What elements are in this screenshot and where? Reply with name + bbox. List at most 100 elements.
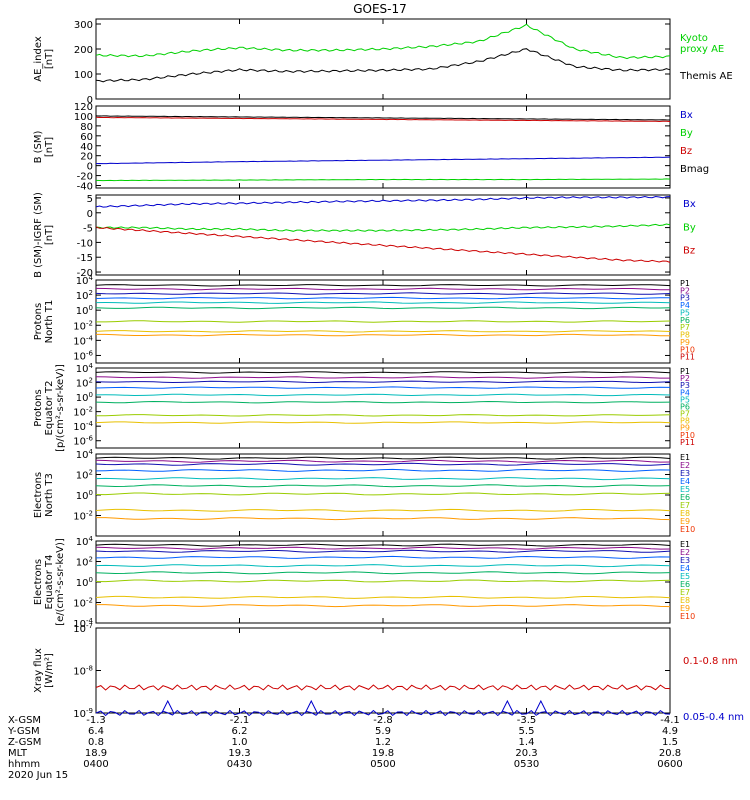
channel-line-p7 bbox=[96, 320, 671, 323]
panel-ylabel-line: [p/(cm²-s-sr-keV)] bbox=[55, 364, 66, 452]
y-tick-label: 102 bbox=[76, 469, 93, 482]
panel-ylabel-line: B (SM)-IGRF (SM) bbox=[33, 192, 44, 278]
x-axis-value: -2.8 bbox=[373, 715, 393, 726]
channel-line-p3 bbox=[95, 380, 671, 384]
channel-label: E4 bbox=[680, 564, 690, 573]
channel-line-p7 bbox=[96, 414, 671, 417]
series-line-bx bbox=[95, 156, 671, 165]
x-axis-value: 19.8 bbox=[372, 748, 394, 759]
channel-line-p8 bbox=[95, 330, 671, 333]
channel-label: E8 bbox=[680, 596, 690, 605]
y-tick-label: 0 bbox=[87, 162, 93, 173]
y-tick-label: -5 bbox=[83, 224, 93, 235]
y-tick-label: -20 bbox=[77, 172, 93, 183]
channel-label: E9 bbox=[680, 604, 690, 613]
y-tick-label: 104 bbox=[76, 362, 94, 375]
series-label: Bmag bbox=[680, 164, 709, 175]
y-tick-label: 10-4 bbox=[73, 334, 93, 347]
series-label: Bz bbox=[683, 246, 695, 257]
channel-line-p1 bbox=[95, 371, 671, 374]
x-axis-value: 0430 bbox=[227, 759, 252, 770]
y-tick-label: 100 bbox=[76, 576, 93, 589]
panel-ylabel: B (SM)[nT] bbox=[33, 130, 55, 163]
channel-label: E6 bbox=[680, 580, 690, 589]
channel-label: P5 bbox=[680, 395, 690, 404]
y-tick-label: 104 bbox=[76, 274, 94, 287]
y-tick-label: 10-2 bbox=[73, 406, 93, 419]
channel-label: E6 bbox=[680, 493, 690, 502]
x-row-label: Y-GSM bbox=[7, 726, 40, 737]
x-axis-value: -1.3 bbox=[86, 715, 106, 726]
channel-line-e4 bbox=[95, 468, 671, 472]
y-tick-label: -20 bbox=[77, 268, 93, 279]
channel-line-e9 bbox=[96, 517, 671, 521]
xray-spike bbox=[534, 699, 548, 714]
channel-label: P4 bbox=[680, 301, 690, 310]
x-axis-value: -2.1 bbox=[230, 715, 250, 726]
panel-ylabel-line: [nT] bbox=[44, 137, 55, 157]
x-axis-value: 4.9 bbox=[662, 726, 678, 737]
channel-line-e6 bbox=[95, 484, 671, 488]
x-axis-value: 6.2 bbox=[232, 726, 248, 737]
channel-label: P2 bbox=[680, 374, 690, 383]
series-label: 0.05-0.4 nm bbox=[683, 712, 744, 723]
y-tick-label: 102 bbox=[76, 556, 93, 569]
channel-label: P1 bbox=[680, 367, 690, 376]
xray-spike bbox=[161, 699, 175, 714]
y-tick-label: 0 bbox=[87, 209, 93, 220]
channel-line-e2 bbox=[95, 459, 671, 463]
channel-label: P9 bbox=[680, 424, 690, 433]
series-line-kyoto-proxy-ae bbox=[95, 23, 671, 60]
panel-ylabel: B (SM)-IGRF (SM)[nT] bbox=[33, 192, 55, 278]
panel-ylabel: AE_index[nT] bbox=[33, 36, 55, 82]
x-axis-value: 0400 bbox=[83, 759, 108, 770]
channel-label: P3 bbox=[680, 294, 690, 303]
channel-label: P10 bbox=[680, 431, 695, 440]
panel-ylabel-line: Equator T4 bbox=[44, 555, 55, 610]
y-tick-label: 0 bbox=[87, 95, 93, 106]
x-row-label: hhmm bbox=[8, 759, 40, 770]
channel-line-p2 bbox=[95, 287, 670, 291]
channel-line-e5 bbox=[95, 477, 671, 481]
channel-line-e8 bbox=[95, 595, 671, 599]
panel-4: 104 102 100 10-2 10-4 10-6 ProtonsNorth T1 P1P2… bbox=[33, 274, 695, 364]
channel-line-e3 bbox=[95, 549, 671, 553]
channel-label: E5 bbox=[680, 485, 690, 494]
panel-ylabel: ProtonsEquator T2[p/(cm²-s-sr-keV)] bbox=[33, 364, 66, 452]
channel-line-e4 bbox=[95, 555, 671, 559]
panel-ylabel-line: [e/(cm²-s-sr-keV)] bbox=[55, 538, 66, 626]
channel-label: P7 bbox=[680, 410, 690, 419]
panel-ylabel: ElectronsNorth T3 bbox=[33, 472, 55, 518]
y-tick-label: 10-2 bbox=[73, 319, 93, 332]
x-row-label: Z-GSM bbox=[8, 737, 41, 748]
channel-label: P9 bbox=[680, 338, 690, 347]
y-tick-label: 10-6 bbox=[73, 349, 93, 362]
y-tick-label: 200 bbox=[74, 45, 93, 56]
channel-label: P6 bbox=[680, 402, 690, 411]
y-tick-label: 10-2 bbox=[73, 510, 93, 523]
channel-label: P7 bbox=[680, 323, 690, 332]
panel-ylabel-line: Electrons bbox=[33, 559, 44, 605]
y-tick-label: -40 bbox=[77, 182, 93, 193]
series-line-by bbox=[95, 223, 671, 232]
channel-label: P1 bbox=[680, 279, 690, 288]
y-tick-label: 60 bbox=[80, 132, 93, 143]
y-tick-label: 10-7 bbox=[73, 622, 93, 635]
y-tick-label: 104 bbox=[76, 535, 94, 548]
channel-label: E10 bbox=[680, 612, 695, 621]
channel-line-p2 bbox=[95, 376, 670, 379]
series-line-bmag bbox=[95, 115, 671, 121]
x-axis-value: 20.8 bbox=[659, 748, 681, 759]
x-row-label: MLT bbox=[8, 748, 28, 759]
plot-date: 2020 Jun 15 bbox=[8, 770, 68, 781]
channel-line-p1 bbox=[95, 284, 671, 287]
x-axis-value: 20.3 bbox=[515, 748, 537, 759]
y-tick-label: 10-2 bbox=[73, 597, 93, 610]
channel-line-e1 bbox=[95, 543, 671, 547]
channel-line-e7 bbox=[95, 579, 671, 583]
panel-ylabel: ElectronsEquator T4[e/(cm²-s-sr-keV)] bbox=[33, 538, 66, 626]
series-line-bz bbox=[95, 116, 671, 123]
channel-label: E10 bbox=[680, 525, 695, 534]
